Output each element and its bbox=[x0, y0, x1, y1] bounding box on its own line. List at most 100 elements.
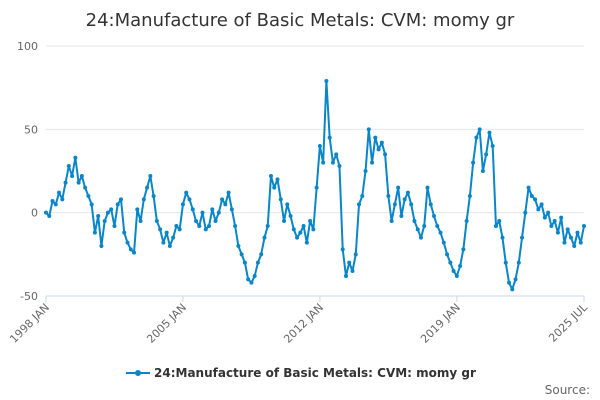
data-point[interactable] bbox=[105, 210, 110, 215]
data-point[interactable] bbox=[177, 227, 182, 232]
data-point[interactable] bbox=[327, 135, 332, 140]
data-point[interactable] bbox=[132, 250, 137, 255]
data-point[interactable] bbox=[503, 260, 508, 265]
data-point[interactable] bbox=[536, 207, 541, 212]
data-point[interactable] bbox=[138, 219, 143, 223]
data-point[interactable] bbox=[154, 219, 159, 223]
data-point[interactable] bbox=[288, 214, 293, 218]
data-point[interactable] bbox=[278, 197, 283, 202]
data-point[interactable] bbox=[497, 219, 502, 223]
data-point[interactable] bbox=[334, 152, 339, 157]
data-point[interactable] bbox=[386, 194, 391, 198]
data-point[interactable] bbox=[477, 127, 482, 132]
data-point[interactable] bbox=[164, 230, 169, 235]
data-point[interactable] bbox=[171, 235, 176, 240]
data-point[interactable] bbox=[89, 202, 94, 207]
data-point[interactable] bbox=[474, 135, 479, 140]
data-point[interactable] bbox=[135, 207, 140, 212]
data-point[interactable] bbox=[63, 180, 68, 185]
data-point[interactable] bbox=[405, 190, 410, 195]
data-point[interactable] bbox=[451, 269, 456, 273]
data-point[interactable] bbox=[568, 235, 573, 240]
data-point[interactable] bbox=[366, 127, 371, 132]
data-point[interactable] bbox=[555, 230, 560, 235]
data-point[interactable] bbox=[304, 240, 309, 245]
data-point[interactable] bbox=[220, 197, 225, 202]
data-point[interactable] bbox=[435, 224, 440, 228]
data-point[interactable] bbox=[340, 247, 345, 252]
data-point[interactable] bbox=[467, 194, 472, 198]
data-point[interactable] bbox=[187, 197, 192, 202]
data-point[interactable] bbox=[526, 185, 531, 190]
data-point[interactable] bbox=[79, 174, 84, 178]
data-point[interactable] bbox=[353, 252, 358, 257]
data-point[interactable] bbox=[83, 185, 88, 190]
data-point[interactable] bbox=[464, 219, 469, 223]
data-point[interactable] bbox=[415, 227, 420, 232]
data-point[interactable] bbox=[441, 240, 446, 245]
data-point[interactable] bbox=[47, 214, 52, 218]
data-point[interactable] bbox=[151, 194, 156, 198]
data-point[interactable] bbox=[96, 214, 101, 218]
data-point[interactable] bbox=[360, 194, 365, 198]
data-point[interactable] bbox=[167, 244, 172, 248]
data-point[interactable] bbox=[428, 202, 433, 207]
data-point[interactable] bbox=[383, 152, 388, 157]
data-point[interactable] bbox=[184, 190, 189, 195]
data-point[interactable] bbox=[523, 210, 528, 215]
data-point[interactable] bbox=[73, 155, 78, 160]
data-point[interactable] bbox=[425, 185, 430, 190]
data-point[interactable] bbox=[99, 244, 104, 248]
data-point[interactable] bbox=[308, 219, 313, 223]
data-point[interactable] bbox=[122, 230, 127, 235]
data-point[interactable] bbox=[255, 260, 260, 265]
data-point[interactable] bbox=[268, 174, 273, 178]
data-point[interactable] bbox=[246, 277, 251, 282]
data-point[interactable] bbox=[582, 224, 586, 228]
data-point[interactable] bbox=[282, 219, 287, 223]
data-point[interactable] bbox=[145, 185, 150, 190]
data-point[interactable] bbox=[242, 260, 247, 265]
data-point[interactable] bbox=[236, 244, 241, 248]
data-point[interactable] bbox=[363, 169, 368, 173]
data-point[interactable] bbox=[197, 224, 202, 228]
data-point[interactable] bbox=[102, 219, 107, 223]
data-point[interactable] bbox=[510, 287, 515, 292]
data-point[interactable] bbox=[370, 160, 375, 165]
data-point[interactable] bbox=[216, 210, 221, 215]
data-point[interactable] bbox=[275, 177, 280, 182]
data-point[interactable] bbox=[125, 240, 130, 245]
data-point[interactable] bbox=[549, 224, 554, 228]
data-point[interactable] bbox=[357, 202, 362, 207]
data-point[interactable] bbox=[317, 144, 322, 148]
data-point[interactable] bbox=[223, 202, 228, 207]
data-point[interactable] bbox=[128, 247, 133, 252]
data-point[interactable] bbox=[418, 235, 423, 240]
data-point[interactable] bbox=[399, 214, 404, 218]
data-point[interactable] bbox=[298, 230, 303, 235]
data-point[interactable] bbox=[559, 215, 564, 220]
data-point[interactable] bbox=[161, 240, 166, 245]
data-point[interactable] bbox=[484, 152, 489, 157]
data-point[interactable] bbox=[445, 252, 450, 257]
data-point[interactable] bbox=[112, 224, 117, 228]
data-point[interactable] bbox=[311, 227, 316, 232]
data-point[interactable] bbox=[200, 210, 205, 215]
data-point[interactable] bbox=[76, 180, 81, 185]
data-point[interactable] bbox=[265, 224, 270, 228]
data-point[interactable] bbox=[490, 144, 495, 148]
data-point[interactable] bbox=[409, 202, 414, 207]
data-point[interactable] bbox=[190, 207, 195, 212]
data-point[interactable] bbox=[53, 202, 58, 207]
data-point[interactable] bbox=[448, 260, 453, 265]
data-point[interactable] bbox=[350, 269, 355, 273]
data-point[interactable] bbox=[542, 215, 547, 220]
data-point[interactable] bbox=[471, 160, 476, 165]
data-point[interactable] bbox=[529, 194, 534, 198]
data-point[interactable] bbox=[458, 264, 463, 268]
data-point[interactable] bbox=[70, 174, 75, 178]
data-point[interactable] bbox=[141, 197, 146, 202]
data-point[interactable] bbox=[347, 260, 352, 265]
data-point[interactable] bbox=[422, 224, 427, 228]
data-point[interactable] bbox=[301, 224, 306, 228]
